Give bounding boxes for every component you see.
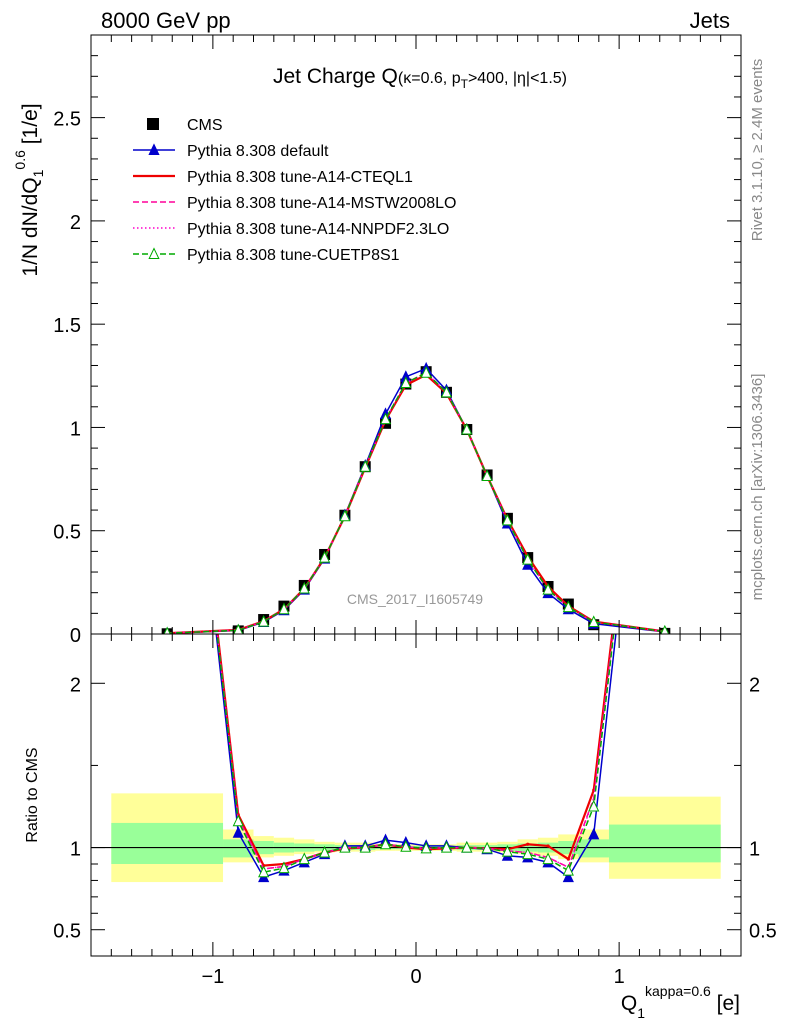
ratio-series-4 (216, 634, 615, 874)
ratio-series-4-marker-10 (420, 841, 432, 854)
ratio-ytick-label-2: 2 (70, 674, 81, 696)
main-series-5-marker-11 (440, 385, 453, 398)
main-series-5-marker-4 (298, 581, 310, 594)
ratio-series-3 (216, 634, 614, 870)
ratio-series-0-marker-1 (232, 826, 244, 838)
main-series-5-marker-8 (379, 412, 392, 425)
band-green-0 (111, 822, 224, 864)
main-ytick-label-4: 2 (70, 212, 81, 234)
main-series-5-marker-10 (420, 366, 432, 378)
ratio-series-4-marker-13 (481, 841, 493, 854)
ratio-series-4-marker-14 (501, 845, 514, 857)
legend-marker-5 (148, 247, 160, 259)
ratio-series-4-marker-3 (278, 861, 290, 874)
ratio-series-2 (216, 634, 614, 870)
ratio-series-1-marker-19 (663, 189, 666, 192)
ratio-series-4-marker-15 (522, 847, 534, 860)
main-ytick-label-5: 2.5 (53, 109, 81, 131)
main-series-5-marker-17 (562, 600, 574, 613)
main-series-5-marker-14 (501, 513, 514, 526)
ratio-series-4-marker-5 (318, 845, 331, 858)
legend-label-1: Pythia 8.308 default (187, 143, 329, 160)
main-ytick-label-2: 1 (70, 418, 81, 440)
main-series-5-marker-19 (660, 624, 670, 634)
ratio-series-4-marker-4 (298, 852, 310, 865)
xtick-label-0: −1 (201, 966, 224, 988)
ratio-series-1 (216, 634, 614, 867)
ratio-series-4-marker-7 (359, 840, 371, 853)
legend-label-2: Pythia 8.308 tune-A14-CTEQL1 (187, 169, 413, 186)
band-green-18 (578, 839, 609, 858)
ratio-series-0-marker-0 (162, 185, 172, 195)
main-ytick-label-0: 0 (70, 625, 81, 647)
ratio-series-4-marker-2 (258, 865, 270, 878)
ratio-series-1-marker-16 (546, 844, 550, 848)
x-axis-label: Q1kappa=0.6 [e] (621, 983, 740, 1021)
ratio-series-4-marker-9 (400, 840, 412, 852)
ratio-ytick-label-1: 1 (70, 839, 81, 861)
main-ytick-label-1: 0.5 (53, 522, 81, 544)
ratio-series-1-marker-15 (526, 842, 530, 846)
main-series-5-marker-7 (359, 460, 371, 472)
main-ytick-label-3: 1.5 (53, 315, 81, 337)
main-series-5-marker-0 (163, 626, 171, 634)
band-green-1 (223, 839, 254, 858)
main-series-5-marker-18 (588, 615, 600, 628)
ratio-series-1-marker-17 (566, 857, 570, 861)
main-series-5-marker-3 (278, 602, 290, 615)
ratio-ytick-label-right-2: 2 (749, 674, 760, 696)
watermark: CMS_2017_I1605749 (347, 591, 483, 607)
ratio-series-4-marker-6 (339, 840, 351, 853)
ratio-series-4-marker-0 (162, 185, 172, 195)
main-series-5-marker-1 (233, 623, 244, 634)
ratio-ylabel: Ratio to CMS (24, 747, 41, 842)
ratio-series-0 (215, 634, 617, 879)
main-series-5-marker-6 (339, 509, 351, 522)
ratio-series-4-marker-19 (660, 185, 670, 195)
legend-marker-1 (148, 143, 160, 155)
header-left: 8000 GeV pp (101, 8, 231, 33)
ratio-series-1-marker-0 (166, 189, 169, 192)
side-text-rivet: Rivet 3.1.10, ≥ 2.4M events (749, 59, 766, 242)
ratio-series-4-marker-12 (461, 840, 473, 853)
legend-label-5: Pythia 8.308 tune-CUETP8S1 (187, 247, 400, 264)
main-series-5-marker-5 (318, 550, 331, 563)
ratio-series-4-marker-17 (562, 863, 574, 876)
header-right: Jets (689, 8, 730, 33)
chart-title: Jet Charge Q(κ=0.6, pT>400, |η|<1.5) (273, 65, 567, 91)
ratio-series-0-marker-19 (660, 185, 670, 195)
legend-marker-cms (147, 118, 159, 130)
legend-label-4: Pythia 8.308 tune-A14-NNPDF2.3LO (187, 221, 449, 238)
main-ylabel: 1/N dN/dQ10.6 [1/e] (12, 103, 46, 276)
ratio-series-4-marker-11 (440, 840, 453, 853)
main-series-5-marker-2 (258, 614, 270, 627)
main-series-5-marker-12 (461, 422, 473, 435)
ratio-series-4-marker-18 (588, 799, 600, 812)
main-series-5-marker-15 (522, 552, 534, 565)
ratio-series-4-marker-16 (542, 852, 554, 865)
ratio-series-0-marker-17 (562, 870, 574, 883)
ratio-ytick-label-0: 0.5 (53, 921, 81, 943)
ratio-series-4-marker-8 (379, 837, 392, 850)
ratio-ytick-label-right-1: 1 (749, 839, 760, 861)
band-green-19 (608, 824, 721, 863)
ratio-series-4-marker-1 (232, 814, 244, 827)
xtick-label-1: 0 (410, 966, 421, 988)
xtick-label-2: 1 (614, 966, 625, 988)
main-series-5-marker-9 (400, 376, 412, 389)
ratio-ytick-label-right-0: 0.5 (749, 921, 777, 943)
legend-label-3: Pythia 8.308 tune-A14-MSTW2008LO (187, 195, 456, 212)
side-text-mcplots: mcplots.cern.ch [arXiv:1306.3436] (749, 374, 766, 601)
ratio-series-0-marker-18 (588, 827, 600, 840)
main-series-5-marker-13 (481, 469, 493, 481)
legend-label-0: CMS (187, 117, 223, 134)
main-series-5-marker-16 (542, 582, 554, 595)
main-series-5 (167, 371, 665, 634)
